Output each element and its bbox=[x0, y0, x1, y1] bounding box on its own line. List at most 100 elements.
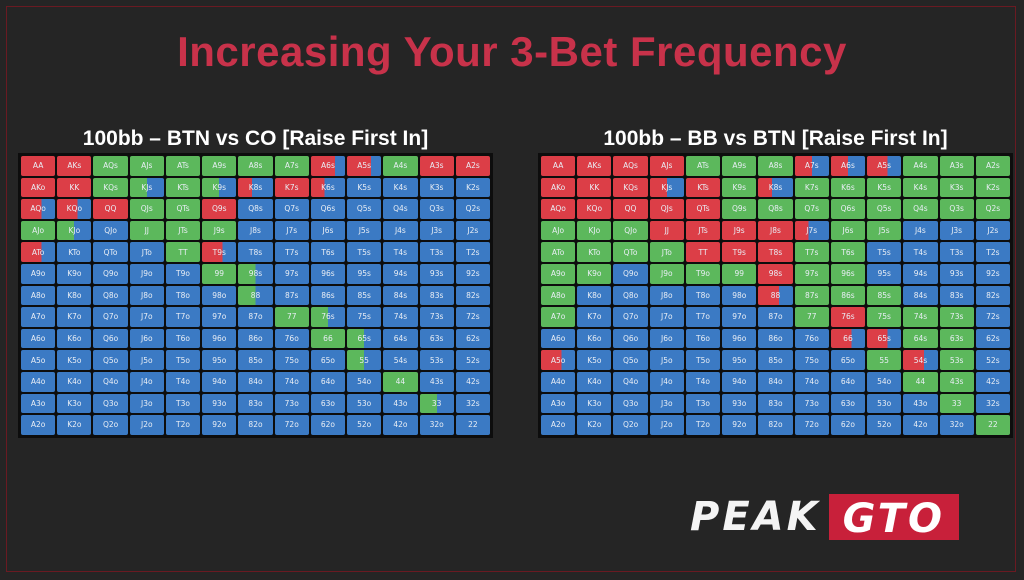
hand-label: 63s bbox=[429, 334, 444, 344]
hand-label: Q3s bbox=[949, 204, 964, 214]
hand-cell: 86o bbox=[238, 328, 273, 349]
hand-label: 85s bbox=[877, 290, 891, 300]
hand-cell: 72o bbox=[274, 415, 309, 435]
hand-label: A7o bbox=[550, 312, 566, 322]
hand-cell: A7s bbox=[794, 156, 829, 176]
hand-label: Q7s bbox=[804, 204, 820, 214]
hand-label: T7o bbox=[176, 312, 190, 322]
hand-cell: 86s bbox=[830, 285, 866, 306]
hand-label: J3o bbox=[661, 398, 673, 408]
hand-cell: Q5s bbox=[867, 199, 902, 219]
hand-label: A6o bbox=[30, 334, 46, 344]
hand-cell: T5s bbox=[867, 242, 902, 262]
hand-label: Q2s bbox=[465, 204, 481, 214]
hand-cell: K2o bbox=[57, 415, 92, 435]
hand-cell: JTs bbox=[685, 220, 721, 241]
hand-label: K5s bbox=[357, 182, 371, 192]
hand-label: T8o bbox=[696, 290, 710, 300]
hand-label: 96o bbox=[732, 334, 747, 344]
hand-label: 53s bbox=[429, 355, 444, 365]
hand-label: 74o bbox=[804, 377, 819, 387]
hand-cell: A5s bbox=[347, 156, 382, 176]
hand-cell: 76s bbox=[310, 307, 346, 327]
hand-label: K3o bbox=[587, 398, 602, 408]
hand-cell: K7o bbox=[577, 307, 612, 327]
hand-cell: 44 bbox=[383, 371, 418, 392]
hand-label: 42o bbox=[393, 420, 408, 430]
hand-label: 84s bbox=[913, 290, 928, 300]
hand-cell: 85s bbox=[347, 285, 382, 306]
hand-label: 76s bbox=[321, 312, 335, 322]
hand-cell: 55 bbox=[347, 350, 382, 370]
hand-cell: J9s bbox=[722, 220, 757, 241]
hand-cell: 87o bbox=[758, 307, 793, 327]
range-chart-right: 100bb – BB vs BTN [Raise First In] AA AKs… bbox=[538, 126, 1013, 438]
hand-label: T8s bbox=[768, 247, 783, 257]
hand-label: J6s bbox=[842, 226, 854, 236]
hand-cell: 76o bbox=[274, 328, 309, 349]
hand-label: A6o bbox=[550, 334, 566, 344]
chart-title-left: 100bb – BTN vs CO [Raise First In] bbox=[82, 127, 429, 150]
hand-label: 73s bbox=[429, 312, 444, 322]
hand-cell: 42o bbox=[903, 415, 938, 435]
hand-label: J9s bbox=[733, 226, 745, 236]
hand-cell: T6s bbox=[830, 242, 866, 262]
hand-label: Q5s bbox=[876, 204, 892, 214]
hand-label: AA bbox=[32, 161, 44, 171]
hand-label: 97o bbox=[732, 312, 747, 322]
hand-cell: T9o bbox=[685, 263, 721, 284]
hand-label: J7o bbox=[661, 312, 673, 322]
hand-cell: ATs bbox=[685, 156, 721, 176]
hand-label: Q3o bbox=[102, 398, 119, 408]
hand-label: T7s bbox=[285, 247, 299, 257]
hand-cell: T4s bbox=[903, 242, 938, 262]
hand-label: 42s bbox=[466, 377, 480, 387]
hand-label: K7s bbox=[804, 182, 819, 192]
hand-label: T3s bbox=[950, 247, 964, 257]
hand-cell: 32s bbox=[455, 393, 490, 414]
hand-label: A3s bbox=[429, 161, 444, 171]
hand-cell: 32s bbox=[975, 393, 1010, 414]
hand-cell: 92o bbox=[722, 415, 757, 435]
hand-label: A7o bbox=[30, 312, 46, 322]
hand-cell: 53o bbox=[347, 393, 382, 414]
hand-cell: 72s bbox=[455, 307, 490, 327]
hand-label: 63o bbox=[840, 398, 856, 408]
hand-label: Q5s bbox=[356, 204, 372, 214]
hand-label: A4s bbox=[393, 161, 408, 171]
slide-title: Increasing Your 3-Bet Frequency bbox=[177, 28, 847, 75]
hand-cell: J4s bbox=[383, 220, 418, 241]
hand-cell: 92o bbox=[202, 415, 237, 435]
hand-label: K6s bbox=[321, 182, 335, 192]
hand-label: 85s bbox=[357, 290, 371, 300]
hand-cell: 73o bbox=[274, 393, 309, 414]
hand-label: 42s bbox=[986, 377, 1000, 387]
hand-cell: AKs bbox=[57, 156, 92, 176]
hand-cell: J2s bbox=[455, 220, 490, 241]
hand-cell: T3s bbox=[419, 242, 454, 262]
hand-cell: K5o bbox=[577, 350, 612, 370]
hand-cell: J5s bbox=[867, 220, 902, 241]
hand-label: 64s bbox=[913, 334, 928, 344]
hand-cell: Q3o bbox=[93, 393, 128, 414]
hand-label: Q7o bbox=[622, 312, 639, 322]
hand-label: 22 bbox=[988, 420, 998, 430]
hand-cell: A9o bbox=[21, 263, 56, 284]
hand-cell: T7o bbox=[165, 307, 201, 327]
hand-cell: 54o bbox=[867, 371, 902, 392]
hand-label: 65s bbox=[877, 334, 891, 344]
hand-label: K5o bbox=[587, 355, 602, 365]
hand-cell: J5o bbox=[649, 350, 684, 370]
hand-label: 55 bbox=[359, 355, 369, 365]
hand-label: A7s bbox=[284, 161, 299, 171]
hand-cell: 94o bbox=[722, 371, 757, 392]
hand-label: AA bbox=[552, 161, 564, 171]
hand-label: 64o bbox=[840, 377, 856, 387]
hand-label: QQ bbox=[104, 204, 117, 214]
hand-label: TT bbox=[178, 247, 188, 257]
hand-cell: T7s bbox=[794, 242, 829, 262]
hand-label: 82o bbox=[768, 420, 783, 430]
hand-label: J2o bbox=[661, 420, 673, 430]
hand-cell: J7o bbox=[129, 307, 164, 327]
hand-label: J9o bbox=[141, 269, 153, 279]
